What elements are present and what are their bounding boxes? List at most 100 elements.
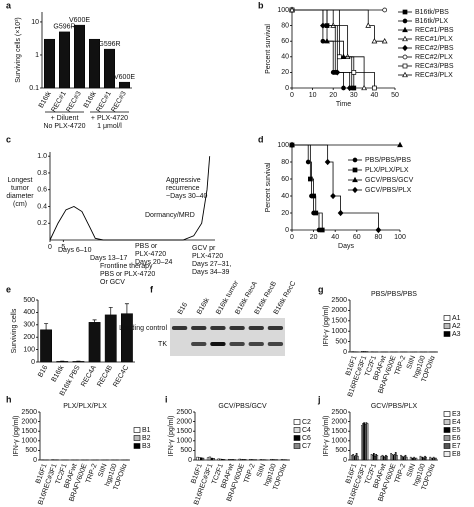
bar xyxy=(104,314,117,363)
x-tick-label: SIIN xyxy=(97,463,108,478)
y-tick-label: 0 xyxy=(343,349,347,356)
x-tick-label: REC4C xyxy=(112,364,130,388)
x-tick-label: 0 xyxy=(48,244,52,251)
band xyxy=(229,342,245,346)
y-axis-label: IFN-γ (pg/ml) xyxy=(13,416,20,457)
marker xyxy=(402,26,408,33)
y-tick-label: 2000 xyxy=(21,418,37,425)
y-axis-label: Longest xyxy=(8,177,33,184)
legend-label: B16tk/PBS xyxy=(415,9,449,16)
legend-swatch xyxy=(443,331,451,337)
annotation: G596R xyxy=(98,41,120,48)
legend-swatch xyxy=(133,435,141,441)
marker xyxy=(402,71,408,78)
bar xyxy=(208,456,212,461)
legend-label: C2 xyxy=(302,419,311,426)
legend-swatch xyxy=(443,323,451,329)
y-tick-label: 60 xyxy=(281,176,289,183)
survival-curve xyxy=(292,9,353,88)
row-label: Loading control xyxy=(119,325,167,332)
y-axis-label: Surviving cells xyxy=(11,308,18,353)
legend-label: E4 xyxy=(452,419,461,426)
y-tick-label: 2500 xyxy=(176,409,192,416)
legend-swatch xyxy=(293,419,301,425)
legend-label: REC#3/PLX xyxy=(415,72,453,79)
x-tick-label: REC#3 xyxy=(110,90,127,113)
y-tick-label: 500 xyxy=(25,447,37,454)
marker xyxy=(365,22,372,28)
y-tick-label: 2000 xyxy=(331,418,347,425)
legend-swatch xyxy=(443,419,451,425)
band xyxy=(229,326,245,330)
y-tick-label: 0 xyxy=(31,359,35,366)
annotation: Days 13–17 xyxy=(90,255,127,262)
bar xyxy=(210,457,213,461)
marker xyxy=(305,159,311,165)
bar xyxy=(356,455,359,461)
blot-background xyxy=(170,318,285,356)
annotation: PLX-4720 xyxy=(192,253,223,260)
chart-title: GCV/PBS/PLX xyxy=(371,403,418,410)
marker xyxy=(319,227,325,233)
bar xyxy=(270,458,273,461)
y-axis-label: (cm) xyxy=(13,201,27,208)
bar xyxy=(200,457,203,461)
bar xyxy=(415,457,418,461)
bar xyxy=(222,459,226,461)
y-tick-label: 0 xyxy=(343,457,347,464)
annotation: Days 34–39 xyxy=(192,269,229,276)
marker xyxy=(352,157,358,163)
marker xyxy=(397,141,403,148)
y-axis-label: Surviving cells (×10³) xyxy=(15,17,22,83)
y-tick-label: 0.4 xyxy=(37,203,47,210)
legend-label: E7 xyxy=(452,443,461,450)
bar xyxy=(272,459,275,461)
marker xyxy=(402,35,408,42)
bar xyxy=(435,457,437,461)
band xyxy=(210,342,226,346)
band xyxy=(267,342,284,346)
y-tick-label: 1000 xyxy=(21,438,37,445)
annotation: Or GCV xyxy=(100,279,125,286)
legend-label: REC#1/PBS xyxy=(415,27,454,34)
legend-label: PBS/PBS/PBS xyxy=(365,157,411,164)
legend-label: C6 xyxy=(302,435,311,442)
bar xyxy=(242,459,245,461)
annotation: PBS or xyxy=(135,243,158,250)
y-tick-label: 1500 xyxy=(331,318,347,325)
panel-label: f xyxy=(150,284,154,294)
y-tick-label: 0 xyxy=(285,227,289,234)
annotation: V600E xyxy=(69,17,90,24)
legend-label: REC#3/PBS xyxy=(415,63,454,70)
bar xyxy=(212,458,215,461)
chart-title: GCV/PBS/GCV xyxy=(218,403,267,410)
x-tick-label: REC#3 xyxy=(65,90,82,113)
y-tick-label: 2500 xyxy=(21,409,37,416)
y-tick-label: 1 xyxy=(35,52,39,59)
panel-label: i xyxy=(165,394,168,404)
bar xyxy=(366,423,369,461)
bar xyxy=(396,454,398,461)
panel-label: h xyxy=(6,394,12,404)
panel-label: a xyxy=(6,0,12,10)
survival-curve xyxy=(292,144,323,230)
y-tick-label: 40 xyxy=(281,54,289,61)
x-tick-label: B16tk xyxy=(83,90,98,109)
bar xyxy=(119,81,130,89)
bar xyxy=(44,38,55,89)
x-tick-label: B16 xyxy=(37,364,49,378)
legend-swatch xyxy=(443,435,451,441)
error-bar xyxy=(124,303,129,314)
marker xyxy=(311,193,316,199)
annotation: PLX-4720 xyxy=(135,251,166,258)
bar xyxy=(219,458,222,461)
y-axis-label: IFN-γ (pg/ml) xyxy=(323,416,330,457)
legend-label: C4 xyxy=(302,427,311,434)
bar xyxy=(229,459,233,461)
y-tick-label: 0.1 xyxy=(29,85,39,92)
y-tick-label: 500 xyxy=(335,338,347,345)
marker xyxy=(402,54,408,60)
group-label: + PLX-4720 xyxy=(91,115,128,122)
annotation: Aggressive xyxy=(166,177,201,184)
